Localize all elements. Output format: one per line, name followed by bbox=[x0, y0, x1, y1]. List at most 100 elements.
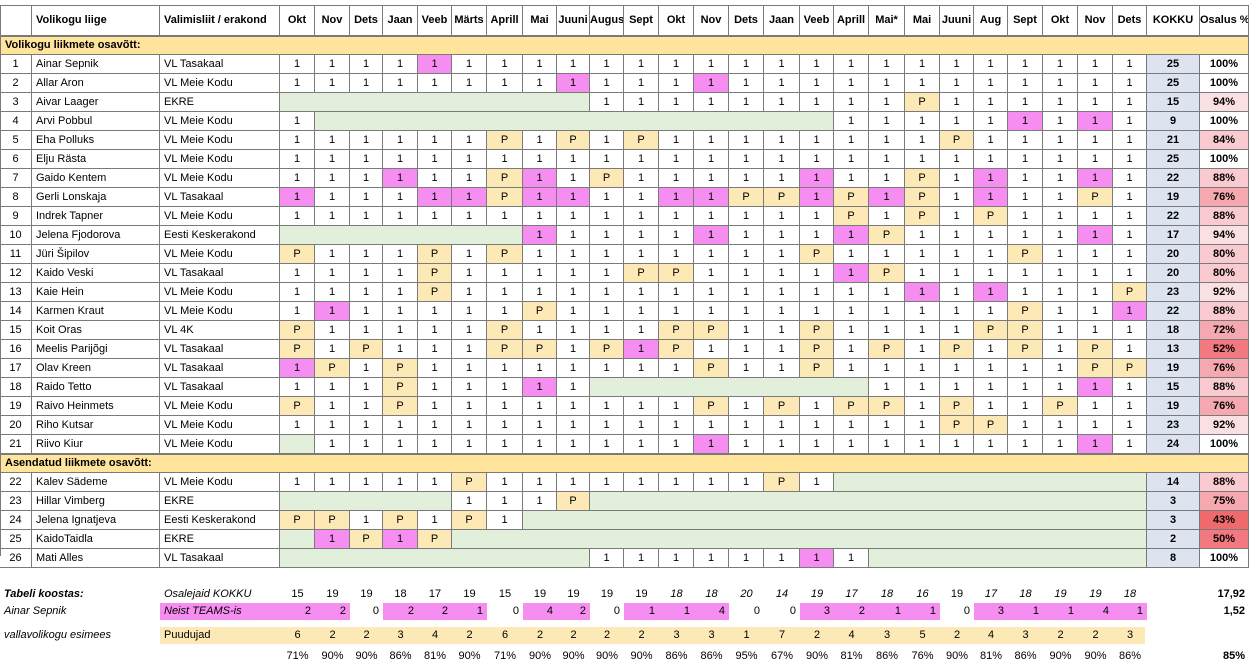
attendance-cell: 1 bbox=[869, 283, 905, 302]
attendance-cell: P bbox=[1008, 340, 1043, 359]
attendance-cell: 1 bbox=[280, 112, 315, 131]
absent-count: 2 bbox=[638, 629, 645, 641]
attendance-cell: 1 bbox=[487, 55, 523, 74]
attendance-cell: 1 bbox=[694, 340, 729, 359]
absent-count: 3 bbox=[708, 629, 715, 641]
member-total: 3 bbox=[1147, 511, 1200, 530]
monthly-percent: 86% bbox=[700, 650, 723, 662]
participants-count: 15 bbox=[498, 588, 512, 600]
attendance-cell: 1 bbox=[764, 283, 800, 302]
teams-count: 4 bbox=[546, 605, 553, 617]
absent-count: 3 bbox=[883, 629, 891, 641]
teams-count: 1 bbox=[894, 605, 901, 617]
teams-band-cell bbox=[487, 603, 523, 620]
attendance-cell: 1 bbox=[624, 188, 659, 207]
attendance-cell: 1 bbox=[905, 150, 940, 169]
attendance-cell: P bbox=[869, 226, 905, 245]
member-percent: 100% bbox=[1200, 74, 1249, 93]
attendance-cell: 1 bbox=[523, 359, 557, 378]
section-substitutes: Asendatud liikmete osavõtt: bbox=[0, 454, 1249, 473]
absent-count: 2 bbox=[363, 629, 370, 641]
participants-count: 14 bbox=[775, 588, 789, 600]
attendance-cell: 1 bbox=[590, 473, 624, 492]
attendance-cell: 1 bbox=[834, 74, 869, 93]
attendance-cell: 1 bbox=[624, 93, 659, 112]
index-header bbox=[0, 5, 32, 36]
attendance-cell: 1 bbox=[1043, 188, 1078, 207]
attendance-cell: 1 bbox=[764, 74, 800, 93]
attendance-cell: 1 bbox=[729, 169, 764, 188]
attendance-cell: 1 bbox=[764, 359, 800, 378]
member-percent: 80% bbox=[1200, 264, 1249, 283]
attendance-cell: P bbox=[940, 416, 974, 435]
member-percent: 94% bbox=[1200, 226, 1249, 245]
attendance-cell: 1 bbox=[624, 55, 659, 74]
member-name: Olav Kreen bbox=[32, 359, 160, 378]
attendance-cell: 1 bbox=[487, 473, 523, 492]
attendance-cell: 1 bbox=[350, 302, 383, 321]
attendance-cell: 1 bbox=[418, 473, 452, 492]
member-party: VL Meie Kodu bbox=[160, 74, 280, 93]
attendance-cell: 1 bbox=[590, 321, 624, 340]
row-number: 25 bbox=[0, 530, 32, 549]
attendance-cell: 1 bbox=[1113, 74, 1147, 93]
member-party: Eesti Keskerakond bbox=[160, 226, 280, 245]
attendance-cell: 1 bbox=[974, 74, 1008, 93]
participants-count: 20 bbox=[740, 588, 753, 600]
absent-period-cell bbox=[590, 378, 869, 397]
absent-period-cell bbox=[280, 93, 590, 112]
attendance-cell: 1 bbox=[557, 150, 590, 169]
attendance-cell: P bbox=[905, 93, 940, 112]
absent-period-cell bbox=[590, 492, 1147, 511]
attendance-cell: 1 bbox=[523, 321, 557, 340]
overall-percent: 85% bbox=[1222, 650, 1245, 662]
attendance-cell: 1 bbox=[315, 283, 350, 302]
attendance-cell: 1 bbox=[834, 93, 869, 112]
attendance-cell: P bbox=[557, 492, 590, 511]
member-total: 19 bbox=[1147, 397, 1200, 416]
attendance-cell: 1 bbox=[624, 397, 659, 416]
attendance-cell: 1 bbox=[974, 302, 1008, 321]
attendance-cell: 1 bbox=[729, 359, 764, 378]
footer-label-compiled: Tabeli koostas: bbox=[4, 588, 84, 600]
attendance-cell: 1 bbox=[800, 397, 834, 416]
member-percent: 50% bbox=[1200, 530, 1249, 549]
attendance-cell: 1 bbox=[487, 359, 523, 378]
monthly-percent: 86% bbox=[665, 650, 688, 662]
member-party: VL Meie Kodu bbox=[160, 131, 280, 150]
attendance-cell: 1 bbox=[940, 226, 974, 245]
attendance-cell: 1 bbox=[800, 473, 834, 492]
footer-label-role: vallavolikogu esimees bbox=[4, 629, 111, 641]
attendance-cell: P bbox=[350, 530, 383, 549]
teams-band-cell bbox=[869, 603, 905, 620]
column-header: Okt bbox=[1043, 5, 1078, 36]
teams-count: 2 bbox=[407, 605, 414, 617]
attendance-cell: 1 bbox=[590, 359, 624, 378]
monthly-percent: 90% bbox=[355, 650, 378, 662]
member-total: 23 bbox=[1147, 416, 1200, 435]
attendance-cell: 1 bbox=[624, 207, 659, 226]
attendance-cell: 1 bbox=[659, 397, 694, 416]
attendance-cell: 1 bbox=[418, 55, 452, 74]
monthly-percent: 86% bbox=[875, 650, 899, 662]
teams-band-cell bbox=[523, 603, 557, 620]
attendance-cell: 1 bbox=[869, 112, 905, 131]
attendance-cell: P bbox=[659, 264, 694, 283]
attendance-cell: 1 bbox=[905, 397, 940, 416]
member-name: Jelena Fjodorova bbox=[32, 226, 160, 245]
attendance-cell: 1 bbox=[1008, 226, 1043, 245]
attendance-cell: 1 bbox=[1078, 207, 1113, 226]
attendance-cell: 1 bbox=[557, 302, 590, 321]
row-number: 16 bbox=[0, 340, 32, 359]
attendance-cell: 1 bbox=[834, 150, 869, 169]
attendance-cell: 1 bbox=[834, 283, 869, 302]
attendance-cell: 1 bbox=[557, 55, 590, 74]
participants-count: 19 bbox=[463, 588, 476, 600]
teams-band-cell bbox=[624, 603, 659, 620]
monthly-percent: 86% bbox=[1118, 650, 1142, 662]
attendance-cell: 1 bbox=[280, 131, 315, 150]
attendance-cell: 1 bbox=[800, 302, 834, 321]
row-number: 24 bbox=[0, 511, 32, 530]
member-party: VL Meie Kodu bbox=[160, 302, 280, 321]
attendance-cell: 1 bbox=[1008, 416, 1043, 435]
